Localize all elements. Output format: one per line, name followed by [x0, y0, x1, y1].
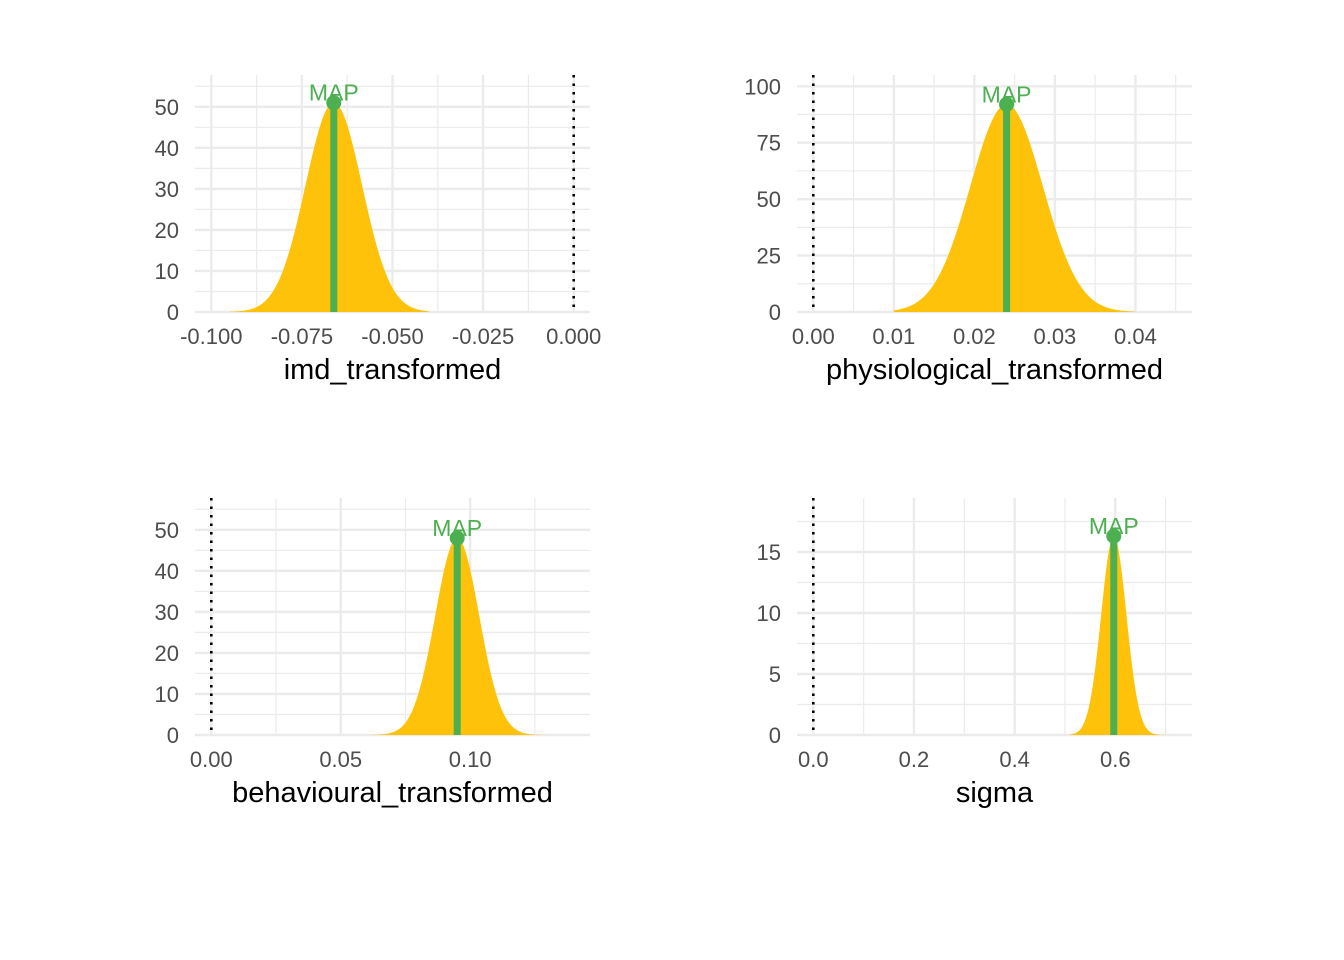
- posterior-density-area: [893, 104, 1136, 312]
- y-tick-label: 0: [769, 300, 781, 325]
- major-grid: [195, 75, 590, 314]
- x-tick-label: -0.075: [271, 324, 333, 349]
- x-tick-label: 0.000: [546, 324, 601, 349]
- x-tick-label: 0.10: [449, 747, 492, 772]
- y-tick-label: 20: [155, 641, 179, 666]
- map-point: [449, 530, 465, 546]
- y-tick-label: 50: [155, 95, 179, 120]
- x-tick-label: 0.04: [1114, 324, 1157, 349]
- map-label: MAP: [309, 80, 359, 106]
- y-tick-label: 100: [744, 74, 781, 99]
- x-tick-label: 0.2: [899, 747, 930, 772]
- y-tick-label: 10: [757, 601, 781, 626]
- major-grid: [195, 498, 590, 737]
- y-tick-label: 10: [155, 259, 179, 284]
- x-axis-title: imd_transformed: [284, 354, 502, 386]
- panel-3: MAP 0.00 0.05 0.10 0 10 20 30 40 50 behavioural_tr…: [155, 498, 590, 809]
- minor-grid: [797, 498, 1192, 735]
- x-tick-label: -0.025: [452, 324, 514, 349]
- x-tick-label: 0.0: [798, 747, 829, 772]
- x-tick-label: 0.6: [1100, 747, 1131, 772]
- x-tick-label: 0.4: [999, 747, 1030, 772]
- x-tick-label: 0.00: [792, 324, 835, 349]
- x-tick-label: 0.01: [872, 324, 915, 349]
- x-tick-label: 0.00: [190, 747, 233, 772]
- y-tick-label: 0: [769, 723, 781, 748]
- y-tick-label: 15: [757, 540, 781, 565]
- y-tick-label: 5: [769, 662, 781, 687]
- y-tick-label: 20: [155, 218, 179, 243]
- posterior-density-area: [1070, 536, 1166, 735]
- x-tick-label: -0.100: [180, 324, 242, 349]
- x-axis-title: behavioural_transformed: [232, 777, 553, 809]
- y-tick-label: 50: [757, 187, 781, 212]
- x-tick-label: 0.02: [953, 324, 996, 349]
- x-tick-label: -0.050: [361, 324, 423, 349]
- y-tick-label: 30: [155, 600, 179, 625]
- x-axis-title: sigma: [956, 777, 1034, 809]
- map-point: [999, 96, 1015, 112]
- map-label: MAP: [982, 81, 1032, 107]
- y-tick-label: 40: [155, 559, 179, 584]
- y-tick-label: 50: [155, 518, 179, 543]
- x-axis-title: physiological_transformed: [826, 354, 1163, 386]
- map-label: MAP: [1089, 513, 1139, 539]
- y-tick-label: 10: [155, 682, 179, 707]
- minor-grid: [195, 498, 590, 735]
- panel-2: MAP 0.00 0.01 0.02 0.03 0.04 0 25 50 75 100 physiol…: [744, 74, 1192, 386]
- y-tick-label: 25: [757, 244, 781, 269]
- y-tick-label: 30: [155, 177, 179, 202]
- y-tick-label: 0: [167, 723, 179, 748]
- x-tick-label: 0.05: [319, 747, 362, 772]
- x-tick-label: 0.03: [1033, 324, 1076, 349]
- map-point: [1106, 528, 1122, 544]
- posterior-density-area: [358, 538, 564, 735]
- map-point: [326, 95, 342, 111]
- y-tick-label: 75: [757, 131, 781, 156]
- map-label: MAP: [432, 515, 482, 541]
- posterior-density-area: [229, 102, 429, 313]
- panel-1: MAP -0.100 -0.075 -0.050 -0.025 0.000 0 10 20 30 4…: [155, 75, 601, 386]
- panel-4: MAP 0.0 0.2 0.4 0.6 0 5 10 15 sigma: [757, 498, 1192, 809]
- y-tick-label: 0: [167, 300, 179, 325]
- y-tick-label: 40: [155, 136, 179, 161]
